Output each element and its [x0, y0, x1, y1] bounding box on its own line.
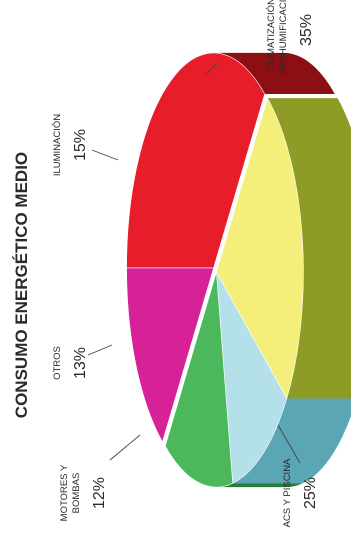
- slice-percent-3: 13%: [72, 347, 89, 379]
- slice-name-4-0: ILUMINACIÓN: [52, 114, 63, 176]
- slice-leader-2: [109, 434, 141, 461]
- pie-slice-side-3: [216, 483, 303, 488]
- slice-label-1: ACS Y PISCINA 25%: [277, 424, 319, 527]
- slice-name-0-1: DESHUMIFICACIÓN: [278, 0, 289, 75]
- slice-leader-3: [87, 344, 113, 356]
- chart-title: CONSUMO ENERGÉTICO MEDIO: [12, 152, 31, 418]
- slice-percent-2: 12%: [91, 477, 108, 509]
- pie-slice-side-0: [213, 52, 335, 94]
- slice-name-3-0: OTROS: [52, 346, 63, 380]
- slice-name-0-0: CLIMATIZACIÓN Y: [266, 0, 277, 71]
- pie-slice-1: [216, 97, 304, 400]
- slice-percent-1: 25%: [302, 477, 319, 509]
- slice-label-3: OTROS 13%: [52, 344, 113, 380]
- slice-label-4: ILUMINACIÓN 15%: [52, 114, 119, 176]
- slice-name-1-0: ACS Y PISCINA: [282, 458, 293, 527]
- slice-label-0: CLIMATIZACIÓN Y DESHUMIFICACIÓN 35%: [204, 0, 315, 76]
- pie-slice-3: [164, 272, 234, 488]
- pie-slice-side-2: [232, 398, 351, 484]
- pie-slice-4: [126, 267, 215, 443]
- slice-leader-4: [91, 149, 119, 161]
- slice-label-2: MOTORES Y BOMBAS 12%: [59, 434, 141, 521]
- slice-percent-4: 15%: [72, 129, 89, 161]
- slice-name-2-0: MOTORES Y: [59, 464, 70, 521]
- slice-percent-0: 35%: [298, 14, 315, 46]
- slice-name-2-1: BOMBAS: [71, 473, 82, 514]
- slice-leader-0: [204, 62, 219, 76]
- pie-slice-0: [126, 52, 266, 269]
- pie-slice-2: [216, 271, 288, 484]
- slice-leader-1: [277, 424, 301, 464]
- pie-slice-side-1: [267, 98, 351, 399]
